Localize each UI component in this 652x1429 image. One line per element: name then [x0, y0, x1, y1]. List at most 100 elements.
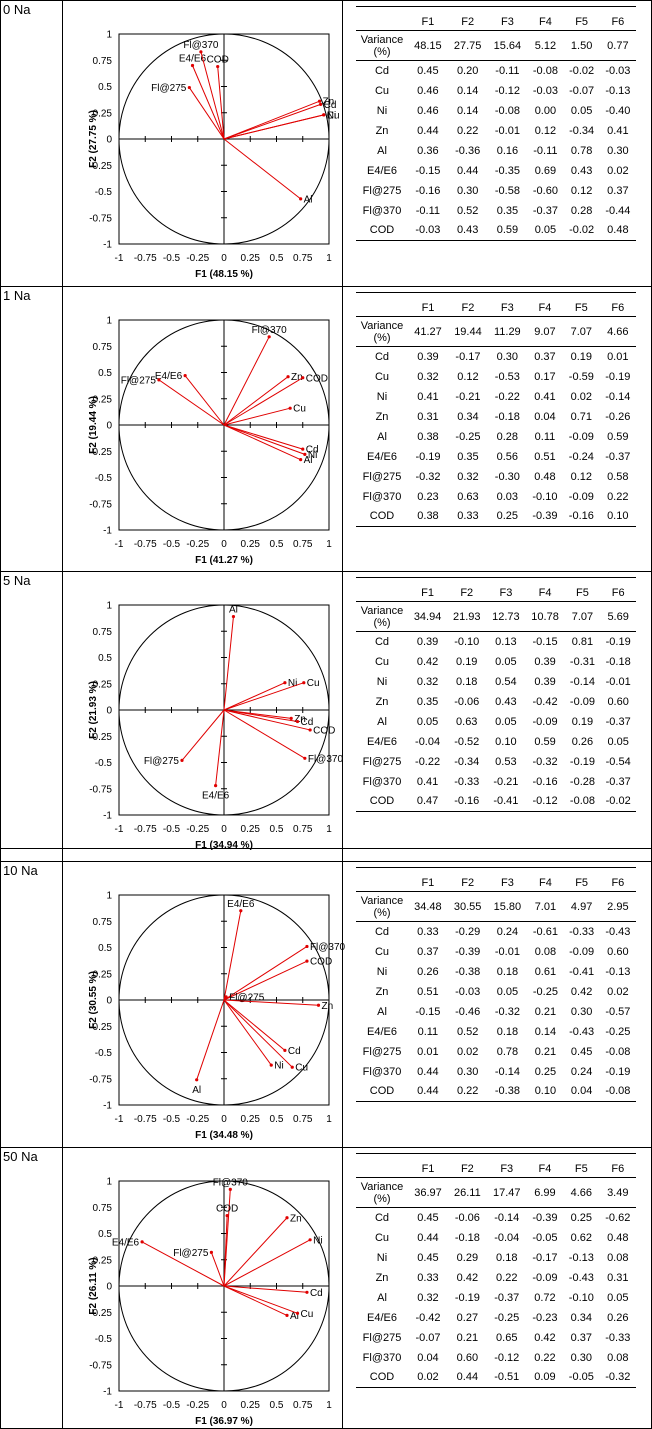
table-row: Al -0.15 -0.46 -0.32 0.21 0.30 -0.57 [356, 1002, 636, 1022]
loading-vector-al [197, 1000, 224, 1080]
vector-label: Cu [307, 678, 320, 689]
y-tick-label: -0.5 [95, 187, 113, 198]
correlation-circle-chart: -1-1-0.75-0.75-0.5-0.5-0.25-0.25000.250.… [0, 861, 342, 1147]
variance-cell: 5.12 [527, 31, 563, 61]
loading-cell: -0.41 [564, 962, 600, 982]
loading-cell: 0.47 [408, 792, 447, 812]
loadings-table: F1 F2 F3 F4 F5 F6 Variance (%) 48.15 27.75 15.64 5… [356, 6, 636, 241]
factor-header: F3 [488, 868, 528, 892]
loading-point [317, 1004, 320, 1007]
vector-label: Fl@370 [310, 942, 346, 953]
y-tick-label: 0.5 [98, 653, 112, 664]
loading-cell: -0.09 [565, 692, 601, 712]
loading-point [296, 1312, 299, 1315]
loading-cell: 0.39 [408, 632, 447, 652]
loading-cell: -0.17 [527, 1248, 563, 1268]
table-row: Al 0.38 -0.25 0.28 0.11 -0.09 0.59 [356, 427, 636, 447]
loading-cell: -0.37 [527, 201, 563, 221]
variable-label: Fl@370 [356, 772, 408, 792]
table-row: Ni 0.46 0.14 -0.08 0.00 0.05 -0.40 [356, 101, 636, 121]
correlation-circle-chart: -1-1-0.75-0.75-0.5-0.5-0.25-0.25000.250.… [0, 286, 342, 571]
table-row: Zn 0.35 -0.06 0.43 -0.42 -0.09 0.60 [356, 692, 636, 712]
loading-cell: -0.25 [448, 427, 488, 447]
loading-cell: 0.81 [565, 632, 601, 652]
loading-cell: 0.41 [408, 387, 448, 407]
variable-label: Cd [356, 347, 408, 367]
y-tick-label: 0.75 [93, 1203, 113, 1214]
loading-cell: -0.25 [600, 1022, 636, 1042]
factor-header: F5 [563, 1154, 599, 1178]
loading-cell: 0.39 [525, 672, 564, 692]
loading-cell: -0.03 [448, 982, 488, 1002]
loading-cell: 0.08 [600, 1348, 636, 1368]
factor-header: F5 [564, 868, 600, 892]
loading-point [309, 1238, 312, 1241]
loading-cell: -0.09 [563, 487, 599, 507]
loading-cell: -0.08 [488, 101, 528, 121]
loading-cell: 0.30 [564, 1002, 600, 1022]
loading-cell: -0.33 [600, 1328, 636, 1348]
variance-cell: 3.49 [600, 1178, 636, 1208]
loading-cell: -0.26 [600, 407, 636, 427]
y-tick-label: -1 [103, 526, 112, 537]
x-tick-label: 0.75 [293, 824, 313, 835]
loading-point [318, 100, 321, 103]
loading-cell: 0.26 [408, 962, 448, 982]
loading-cell: 0.30 [448, 181, 488, 201]
table-corner-cell [356, 1154, 408, 1178]
loading-cell: 0.05 [600, 732, 636, 752]
table-row: Fl@370 0.04 0.60 -0.12 0.22 0.30 0.08 [356, 1348, 636, 1368]
loading-cell: -0.54 [600, 752, 636, 772]
loading-cell: -0.15 [408, 1002, 448, 1022]
loading-cell: -0.19 [408, 447, 448, 467]
loading-cell: -0.32 [488, 1002, 528, 1022]
y-tick-label: 0.75 [93, 917, 113, 928]
variance-cell: 11.29 [488, 317, 527, 347]
loading-cell: 0.63 [447, 712, 486, 732]
loading-cell: 0.37 [600, 181, 636, 201]
factor-header: F2 [448, 868, 488, 892]
factor-header: F4 [527, 868, 563, 892]
x-tick-label: 1 [326, 824, 332, 835]
y-tick-label: -0.5 [95, 1334, 113, 1345]
loading-cell: 0.04 [527, 407, 563, 427]
loading-cell: 0.02 [600, 161, 636, 181]
loading-cell: -0.62 [600, 1208, 636, 1228]
loading-cell: 0.41 [600, 121, 636, 141]
variance-cell: 10.78 [525, 602, 564, 632]
table-corner-cell [356, 7, 408, 31]
x-tick-label: 0.75 [293, 1114, 313, 1125]
variance-label: Variance (%) [356, 1178, 408, 1208]
loading-cell: -0.07 [564, 81, 600, 101]
loading-vector-cd [224, 1000, 285, 1050]
x-tick-label: 0.5 [270, 539, 284, 550]
table-header-row: F1 F2 F3 F4 F5 F6 [356, 7, 636, 31]
loading-cell: 0.03 [488, 487, 527, 507]
loading-cell: 0.10 [486, 732, 525, 752]
loading-cell: -0.12 [488, 81, 528, 101]
loading-cell: 0.41 [527, 387, 563, 407]
loading-cell: -0.46 [448, 1002, 488, 1022]
loading-cell: 0.44 [408, 1082, 448, 1102]
variable-label: Zn [356, 692, 408, 712]
table-row: Cd 0.45 -0.06 -0.14 -0.39 0.25 -0.62 [356, 1208, 636, 1228]
vector-label: COD [313, 725, 335, 736]
vector-label: COD [207, 55, 229, 66]
loading-cell: 0.58 [600, 467, 636, 487]
loading-point [270, 1064, 273, 1067]
loading-cell: -0.61 [527, 922, 563, 942]
table-row: Zn 0.33 0.42 0.22 -0.09 -0.43 0.31 [356, 1268, 636, 1288]
factor-header: F2 [448, 293, 488, 317]
loading-cell: 0.19 [565, 712, 601, 732]
factor-header: F4 [527, 7, 563, 31]
variance-cell: 6.99 [527, 1178, 563, 1208]
loading-point [290, 717, 293, 720]
loading-cell: 0.21 [527, 1042, 563, 1062]
variance-cell: 4.66 [563, 1178, 599, 1208]
loading-cell: -0.11 [488, 61, 528, 81]
loading-cell: 0.48 [600, 221, 636, 241]
variance-label: Variance (%) [356, 31, 408, 61]
loading-point [157, 378, 160, 381]
table-row: Zn 0.44 0.22 -0.01 0.12 -0.34 0.41 [356, 121, 636, 141]
loading-cell: 0.05 [408, 712, 447, 732]
